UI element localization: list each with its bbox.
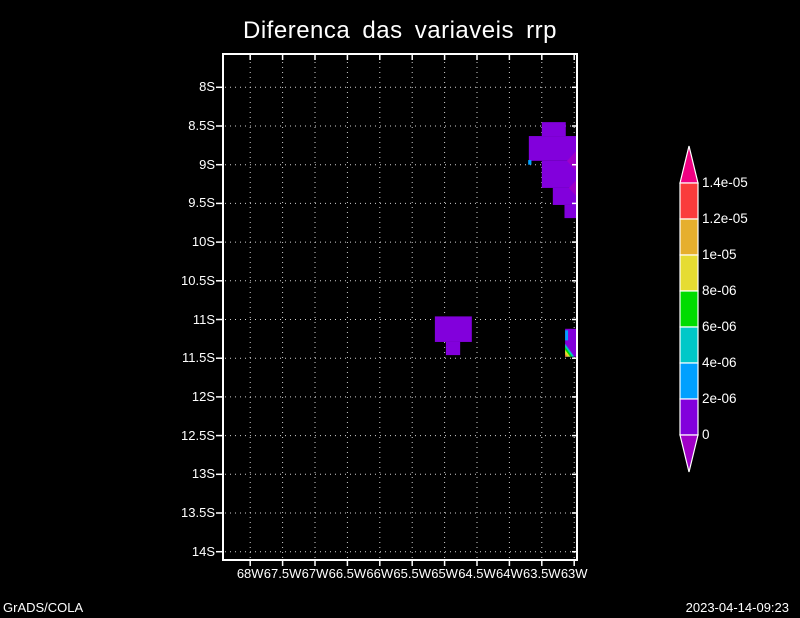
- x-axis-tick-label: 67.5W: [263, 566, 302, 581]
- grads-attribution: GrADS/COLA: [3, 600, 84, 615]
- timestamp: 2023-04-14-09:23: [685, 600, 789, 615]
- data-region: [564, 204, 577, 219]
- y-axis-tick-label: 13.5S: [181, 505, 215, 520]
- data-patches: [434, 122, 577, 357]
- data-region: [528, 136, 577, 161]
- data-region: [434, 316, 472, 342]
- colorbar-tick-label: 6e-06: [702, 319, 737, 334]
- colorbar-segment: [679, 182, 699, 220]
- colorbar-tick-label: 4e-06: [702, 355, 737, 370]
- y-axis-tick-label: 11S: [192, 311, 215, 327]
- data-region: [552, 187, 577, 205]
- colorbar-arrow-bottom: [679, 434, 699, 473]
- colorbar-segment: [679, 362, 699, 400]
- colorbar-segment: [679, 254, 699, 292]
- y-axis-tick-label: 12S: [191, 388, 215, 404]
- y-axis-tick-label: 12.5S: [181, 427, 215, 443]
- y-axis-tick-label: 14S: [191, 543, 215, 559]
- x-axis-tick-label: 68W: [236, 566, 264, 581]
- colorbar-segment: [679, 398, 699, 436]
- x-axis-tick-label: 67W: [301, 566, 329, 581]
- x-axis-tick-label: 64.5W: [458, 566, 496, 581]
- colorbar-segment: [679, 290, 699, 328]
- x-axis-tick-label: 63.5W: [523, 566, 561, 581]
- x-axis-tick-label: 63W: [560, 566, 588, 581]
- colorbar: [679, 145, 699, 473]
- y-axis-tick-label: 13S: [191, 466, 215, 482]
- data-region: [565, 330, 569, 341]
- page-title: Diferenca das variaveis rrp: [243, 17, 557, 44]
- x-axis-tick-label: 65W: [431, 566, 458, 581]
- data-region-diamond: [567, 150, 577, 172]
- y-axis-tick-label: 10S: [191, 234, 215, 250]
- plot-border: [222, 53, 578, 561]
- colorbar-tick-label: 0: [702, 427, 710, 442]
- data-region: [445, 341, 461, 356]
- x-axis-tick-label: 65.5W: [393, 566, 431, 581]
- data-region-diamond: [568, 179, 577, 197]
- data-region: [565, 328, 577, 357]
- y-axis-tick-label: 9.5S: [188, 195, 215, 211]
- data-region: [541, 122, 566, 137]
- y-axis-tick-label: 8.5S: [188, 118, 215, 133]
- y-axis-tick-label: 8S: [199, 79, 215, 95]
- colorbar-tick-label: 1e-05: [702, 247, 737, 262]
- colorbar-tick-label: 1.2e-05: [702, 211, 748, 226]
- data-region: [528, 160, 532, 165]
- x-axis-tick-label: 66W: [366, 566, 394, 581]
- y-axis-tick-label: 11.5S: [181, 350, 215, 366]
- axis-ticks: [216, 55, 577, 566]
- colorbar-tick-label: 1.4e-05: [702, 175, 748, 190]
- colorbar-segment: [679, 326, 699, 364]
- y-axis-tick-label: 9S: [199, 156, 215, 172]
- gridlines: [225, 57, 575, 558]
- colorbar-tick-label: 2e-06: [702, 391, 737, 406]
- colorbar-arrow-top: [679, 145, 699, 184]
- x-axis-tick-label: 64W: [496, 566, 523, 581]
- y-axis-tick-label: 10.5S: [181, 272, 215, 288]
- colorbar-segment: [679, 218, 699, 256]
- data-region-poly: [565, 354, 567, 357]
- colorbar-tick-label: 8e-06: [702, 283, 737, 298]
- x-axis-tick-label: 66.5W: [328, 566, 367, 581]
